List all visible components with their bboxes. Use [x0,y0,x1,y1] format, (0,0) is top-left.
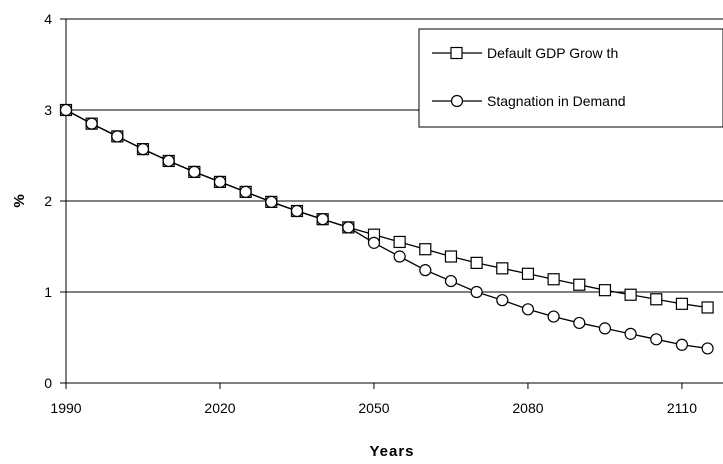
point-circle-2025 [239,185,252,198]
square-marker-icon [450,46,463,60]
series-line-1 [65,109,708,350]
point-circle-2060 [419,264,432,277]
x-axis-ticks: 1990 2020 2050 2080 2110 [50,383,697,416]
point-square-2070 [470,256,483,269]
point-square-2100 [624,288,637,301]
point-circle-2005 [136,143,150,156]
point-circle-1990 [59,103,73,117]
legend-item-stagnation: Stagnation in Demand [432,93,626,109]
point-circle-2050 [367,236,381,249]
point-circle-2020 [213,175,227,188]
y-tick-label-2: 2 [44,193,52,209]
point-circle-2110 [675,338,689,351]
legend-box [418,28,723,128]
point-circle-2035 [290,204,304,218]
point-circle-2090 [573,316,586,330]
point-circle-2070 [470,285,483,299]
y-tick-label-4: 4 [44,11,52,27]
point-square-2090 [573,278,586,291]
y-tick-label-3: 3 [44,102,52,118]
legend-item-default: Default GDP Grow th [432,45,618,61]
point-circle-2010 [162,154,175,168]
point-circle-2075 [496,294,509,307]
point-circle-2100 [624,327,637,340]
point-circle-2095 [598,322,612,335]
point-square-2060 [419,243,432,256]
point-circle-2030 [265,195,278,209]
point-square-2085 [547,273,560,286]
point-square-2115 [701,301,714,314]
point-circle-1995 [85,117,98,130]
point-circle-2000 [111,130,124,143]
point-circle-2065 [444,274,458,288]
series-line-0 [65,109,708,309]
series-1 [59,103,714,355]
point-square-2105 [650,293,663,306]
y-tick-label-0: 0 [44,375,52,391]
circle-marker-icon [450,94,464,108]
point-square-2055 [393,235,406,249]
legend-label-stagnation: Stagnation in Demand [487,93,626,109]
y-axis-ticks: 0 1 2 3 4 [44,11,66,391]
point-square-2110 [675,297,689,310]
point-circle-2015 [188,165,201,178]
point-circle-2055 [393,250,406,263]
point-circle-2085 [547,310,560,323]
point-square-2095 [598,284,612,297]
x-tick-label-2080: 2080 [512,400,543,416]
x-axis-title: Years [369,443,414,460]
point-square-2075 [496,262,509,275]
point-circle-2045 [342,221,355,234]
legend-label-default: Default GDP Grow th [487,45,618,61]
x-tick-label-1990: 1990 [50,400,81,416]
y-axis-title: % [11,194,28,207]
point-circle-2040 [316,213,329,226]
series-0 [59,103,714,314]
point-circle-2105 [650,333,663,346]
point-square-2080 [521,267,535,280]
legend: Default GDP Grow th Stagnation in Demand [418,28,723,128]
point-circle-2080 [521,303,535,316]
series-layer [59,103,714,355]
x-tick-label-2050: 2050 [358,400,389,416]
point-square-2065 [444,250,458,263]
x-tick-label-2020: 2020 [204,400,235,416]
x-tick-label-2110: 2110 [667,400,697,416]
point-circle-2115 [701,342,714,355]
y-tick-label-1: 1 [44,284,52,300]
